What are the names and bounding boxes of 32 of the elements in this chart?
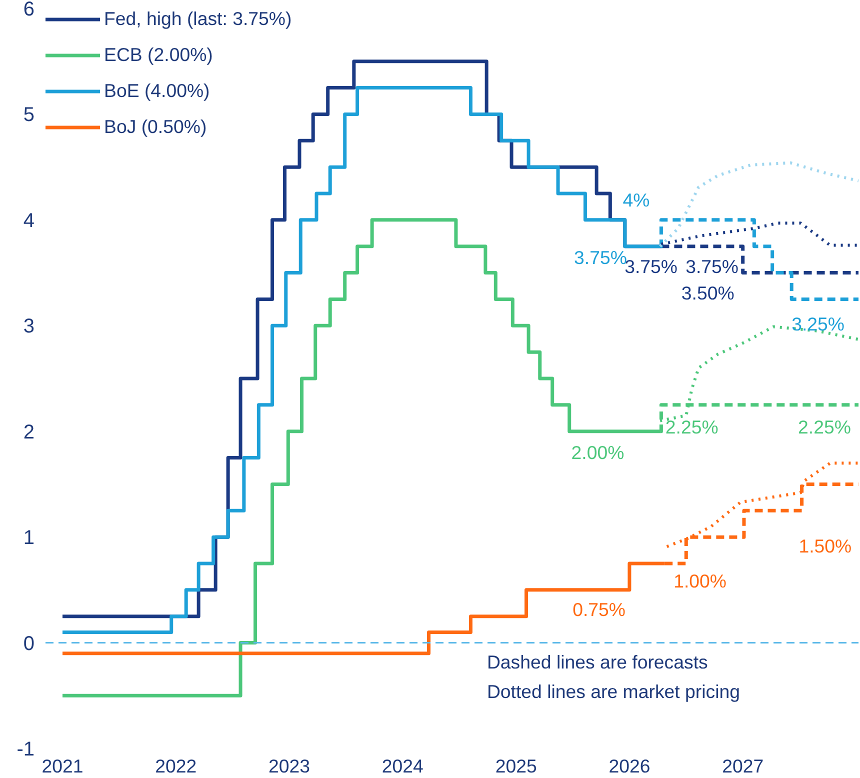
- legend-label: Fed, high (last: 3.75%): [104, 8, 292, 30]
- data-label: 0.75%: [572, 599, 626, 620]
- x-tick-label: 2025: [495, 756, 537, 776]
- data-label: 4%: [622, 189, 650, 210]
- y-tick-label: 0: [23, 632, 34, 655]
- x-tick-label: 2021: [42, 756, 84, 776]
- x-tick-label: 2027: [722, 756, 764, 776]
- data-label: 3.75%: [574, 246, 627, 268]
- x-tick-label: 2026: [608, 756, 650, 776]
- data-label: 2.25%: [665, 416, 718, 438]
- data-label: 1.00%: [674, 570, 727, 592]
- data-label: 3.25%: [792, 314, 845, 335]
- data-label: 1.50%: [798, 536, 852, 557]
- y-tick-label: 1: [23, 527, 34, 550]
- y-tick-label: 4: [23, 210, 34, 232]
- data-label: 2.00%: [571, 442, 624, 463]
- y-tick-label: 2: [23, 421, 34, 444]
- data-label: 2.25%: [798, 416, 851, 438]
- y-tick-label: 6: [23, 0, 34, 20]
- annotation: Dashed lines are forecasts: [486, 651, 708, 672]
- legend-label: BoE (4.00%): [104, 80, 210, 102]
- x-tick-label: 2023: [268, 756, 310, 776]
- y-tick-label: -1: [16, 738, 35, 760]
- legend-label: ECB (2.00%): [104, 44, 213, 66]
- y-tick-label: 5: [23, 104, 34, 126]
- x-tick-label: 2022: [155, 756, 197, 776]
- x-tick-label: 2024: [382, 756, 424, 776]
- data-label: 3.50%: [681, 282, 734, 304]
- y-tick-label: 3: [23, 316, 34, 338]
- annotation: Dotted lines are market pricing: [486, 680, 740, 702]
- legend-label: BoJ (0.50%): [104, 116, 207, 138]
- data-label: 3.75%: [686, 256, 738, 277]
